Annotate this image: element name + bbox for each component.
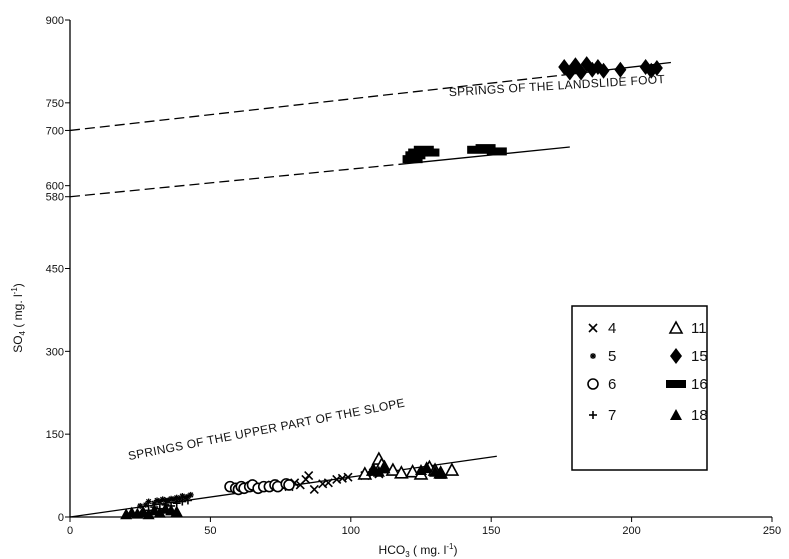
y-tick-label: 600 bbox=[46, 181, 64, 193]
x-tick-label: 50 bbox=[204, 525, 216, 537]
annotation-label: SPRINGS OF THE LANDSLIDE FOOT bbox=[448, 72, 665, 99]
legend-label: 16 bbox=[691, 376, 708, 393]
legend-marker-16 bbox=[666, 380, 686, 388]
data-point-series-5 bbox=[187, 491, 194, 498]
data-point-series-18 bbox=[434, 467, 447, 479]
y-axis-title: SO4 ( mg. l-1) bbox=[10, 283, 27, 353]
data-point-series-11 bbox=[393, 465, 409, 479]
data-point-series-11 bbox=[385, 462, 401, 476]
x-tick-label: 0 bbox=[67, 525, 73, 537]
legend-label: 6 bbox=[608, 376, 616, 393]
data-point-series-15 bbox=[614, 61, 627, 78]
data-point-series-16 bbox=[419, 148, 440, 157]
legend-label: 5 bbox=[608, 348, 616, 365]
x-tick-label: 100 bbox=[342, 525, 360, 537]
dashed-trend-line bbox=[69, 74, 562, 132]
data-point-series-4 bbox=[343, 472, 353, 482]
data-point-series-16 bbox=[475, 144, 496, 153]
y-tick-label: 300 bbox=[46, 346, 64, 358]
legend-marker-18 bbox=[670, 409, 682, 420]
y-tick-label: 700 bbox=[46, 125, 64, 137]
annotation-label: SPRINGS OF THE UPPER PART OF THE SLOPE bbox=[127, 396, 406, 463]
data-point-series-5 bbox=[142, 501, 149, 508]
data-point-series-5 bbox=[154, 497, 161, 504]
legend-label: 15 bbox=[691, 348, 708, 365]
data-point-series-15 bbox=[586, 61, 599, 78]
data-point-series-4 bbox=[304, 471, 314, 481]
legend-marker-11 bbox=[668, 320, 684, 334]
data-point-series-4 bbox=[323, 478, 333, 488]
data-point-series-18 bbox=[372, 465, 385, 477]
legend-label: 4 bbox=[608, 320, 616, 337]
legend-marker-5 bbox=[590, 353, 596, 359]
data-point-series-18 bbox=[420, 461, 433, 473]
data-point-series-5 bbox=[137, 502, 144, 509]
y-tick-label: 750 bbox=[46, 98, 64, 110]
data-point-series-15 bbox=[650, 60, 663, 77]
dashed-trend-line bbox=[69, 162, 408, 198]
x-tick-label: 150 bbox=[482, 525, 500, 537]
data-point-series-7 bbox=[183, 496, 192, 505]
data-point-series-18 bbox=[378, 462, 391, 474]
data-point-series-6 bbox=[283, 479, 295, 491]
legend-label: 11 bbox=[691, 320, 707, 337]
legend-label: 7 bbox=[608, 407, 616, 424]
data-point-series-5 bbox=[145, 498, 152, 505]
data-point-series-18 bbox=[153, 506, 166, 518]
data-point-series-4 bbox=[309, 484, 319, 494]
y-tick-label: 150 bbox=[46, 429, 64, 441]
legend-label: 18 bbox=[691, 407, 708, 424]
legend-marker-6 bbox=[587, 378, 599, 390]
y-tick-label: 580 bbox=[46, 192, 64, 204]
data-point-series-18 bbox=[170, 505, 183, 517]
legend: 4 5 6 7 11 15 16 18 bbox=[571, 305, 708, 471]
legend-marker-15 bbox=[670, 348, 682, 364]
y-tick-label: 0 bbox=[58, 512, 64, 524]
x-tick-label: 200 bbox=[622, 525, 640, 537]
legend-marker-4 bbox=[588, 323, 598, 333]
data-point-series-11 bbox=[444, 462, 460, 476]
x-tick-label: 250 bbox=[763, 525, 781, 537]
svg-text:HCO3 ( mg. l-1): HCO3 ( mg. l-1) bbox=[379, 542, 458, 559]
legend-marker-7 bbox=[589, 411, 597, 419]
data-points bbox=[120, 56, 663, 520]
data-point-series-11 bbox=[405, 464, 420, 478]
y-tick-label: 450 bbox=[46, 264, 64, 276]
data-point-series-18 bbox=[415, 464, 427, 476]
svg-text:SO4 ( mg. l-1): SO4 ( mg. l-1) bbox=[10, 283, 27, 353]
data-point-series-15 bbox=[597, 62, 610, 79]
data-point-series-7 bbox=[178, 497, 187, 506]
y-tick-label: 900 bbox=[46, 15, 64, 27]
x-axis-title: HCO3 ( mg. l-1) bbox=[379, 542, 458, 559]
data-point-series-16 bbox=[486, 147, 507, 156]
